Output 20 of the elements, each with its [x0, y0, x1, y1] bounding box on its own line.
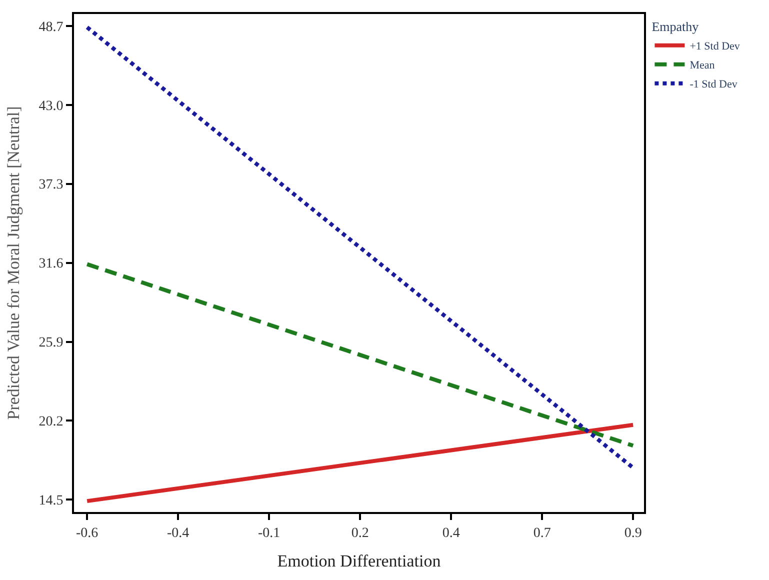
legend-label: +1 Std Dev	[690, 40, 740, 53]
x-tick-label: 0.4	[442, 526, 460, 541]
x-tick-label: -0.4	[167, 526, 190, 541]
x-tick-label: 0.9	[624, 526, 642, 541]
y-tick-label: 37.3	[38, 178, 64, 193]
y-tick-label: 14.5	[38, 494, 64, 509]
y-tick-label: 20.2	[38, 414, 64, 430]
y-axis-title: Predicted Value for Moral Judgment [Neutral]	[4, 106, 23, 420]
x-tick-label: 0.2	[351, 526, 369, 541]
legend-label: -1 Std Dev	[690, 78, 738, 91]
x-tick-label: -0.1	[258, 526, 280, 541]
y-tick-label: 25.9	[38, 336, 64, 351]
x-tick-label: 0.7	[533, 526, 551, 541]
legend-title: Empathy	[652, 18, 700, 34]
legend-label: Mean	[690, 60, 716, 72]
x-tick-label: -0.6	[76, 526, 98, 541]
y-tick-label: 31.6	[38, 256, 64, 272]
y-tick-label: 43.0	[38, 98, 64, 114]
x-axis-title: Emotion Differentiation	[277, 552, 442, 571]
y-tick-label: 48.7	[38, 20, 64, 35]
